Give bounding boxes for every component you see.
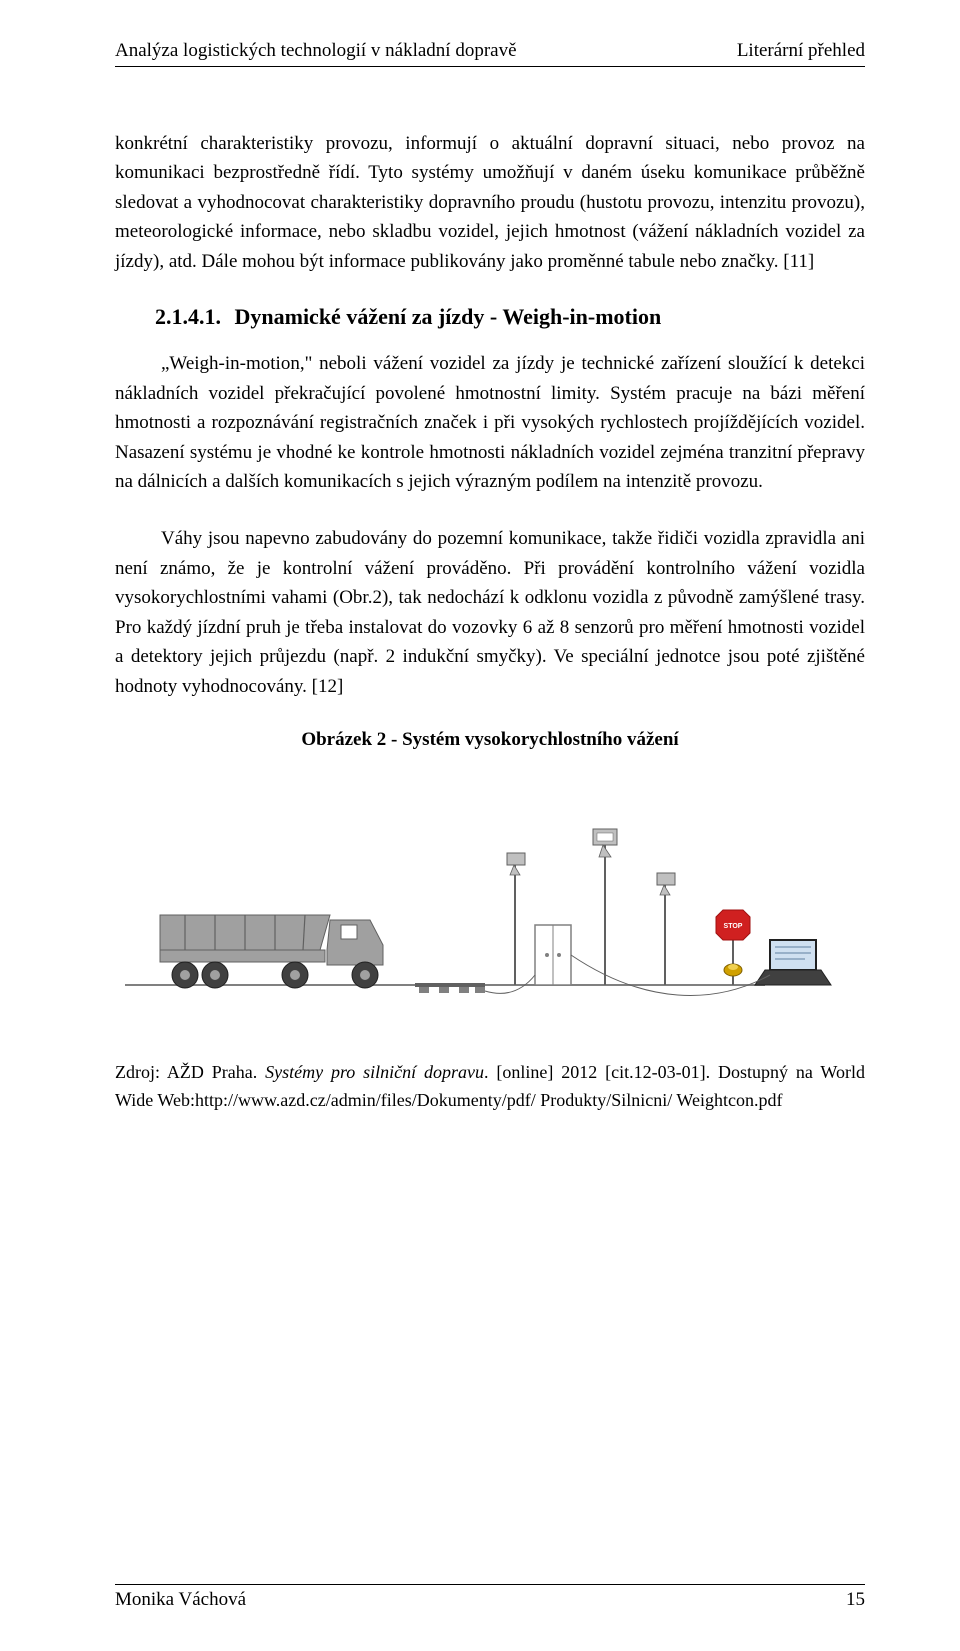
camera-pole-3-icon [657, 873, 675, 985]
warning-light-icon [724, 964, 742, 976]
figure-caption: Obrázek 2 - Systém vysokorychlostního vá… [115, 729, 865, 751]
header-right: Literární přehled [737, 40, 865, 62]
camera-pole-2-icon [593, 829, 617, 985]
page: Analýza logistických technologií v nákla… [0, 0, 960, 1651]
weigh-sensors-icon [415, 983, 485, 993]
page-header: Analýza logistických technologií v nákla… [115, 40, 865, 67]
paragraph-1: konkrétní charakteristiky provozu, infor… [115, 129, 865, 276]
control-cabinet-icon [535, 925, 571, 985]
subsection-title: Dynamické vážení za jízdy - Weigh-in-mot… [235, 304, 662, 329]
laptop-icon [755, 940, 831, 985]
page-footer: Monika Váchová 15 [115, 1584, 865, 1611]
figure-source: Zdroj: AŽD Praha. Systémy pro silniční d… [115, 1059, 865, 1115]
footer-page-number: 15 [846, 1589, 865, 1611]
paragraph-3: Váhy jsou napevno zabudovány do pozemní … [115, 524, 865, 701]
subsection-heading: 2.1.4.1. Dynamické vážení za jízdy - Wei… [115, 304, 865, 330]
camera-pole-1-icon [507, 853, 525, 985]
source-title-italic: Systémy pro silniční dopravu [265, 1062, 484, 1082]
subsection-number: 2.1.4.1. [155, 304, 221, 330]
paragraph-2: „Weigh-in-motion," neboli vážení vozidel… [115, 349, 865, 496]
stop-sign-label: STOP [724, 923, 743, 930]
truck-icon [160, 915, 383, 988]
footer-author: Monika Váchová [115, 1589, 246, 1611]
figure-diagram: STOP [115, 775, 865, 1035]
source-prefix: Zdroj: AŽD Praha. [115, 1062, 265, 1082]
header-left: Analýza logistických technologií v nákla… [115, 40, 517, 62]
data-link-icon [571, 955, 770, 995]
wim-system-diagram-svg: STOP [115, 775, 865, 1035]
